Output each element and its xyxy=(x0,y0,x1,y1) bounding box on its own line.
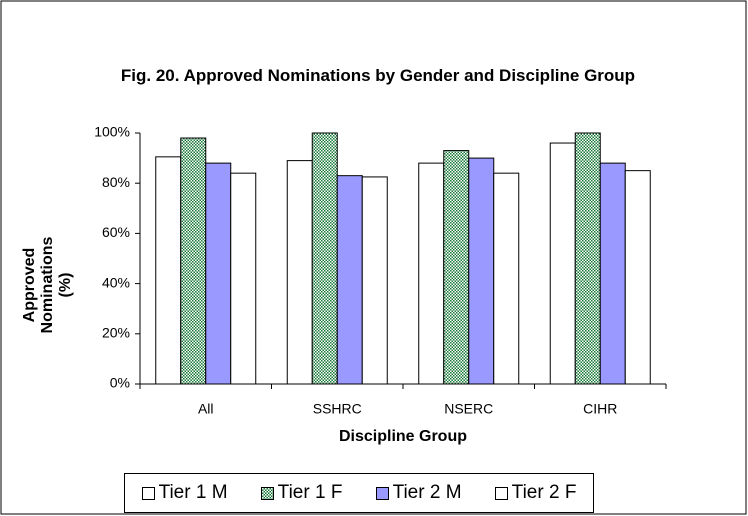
legend-swatch xyxy=(375,486,389,500)
legend-label: Tier 2 F xyxy=(511,482,577,503)
y-axis-label-text: Approved Nominations (%) xyxy=(21,236,74,334)
bar xyxy=(549,142,576,385)
bar xyxy=(468,157,495,385)
y-tick-label: 0% xyxy=(110,375,130,391)
x-tick-label: NSERC xyxy=(444,401,493,417)
x-axis-label: Discipline Group xyxy=(338,428,467,445)
bar xyxy=(155,156,182,385)
chart-title: Fig. 20. Approved Nominations by Gender … xyxy=(120,66,636,85)
bar xyxy=(418,162,445,385)
legend-item: Tier 1 F xyxy=(260,482,343,504)
legend-label: Tier 2 M xyxy=(392,482,462,503)
legend-swatch xyxy=(494,486,508,500)
bar xyxy=(624,170,651,385)
bar xyxy=(311,132,338,385)
legend-item: Tier 2 F xyxy=(494,482,577,504)
bar xyxy=(230,172,257,385)
y-tick-label: 40% xyxy=(102,274,130,290)
x-tick-label: All xyxy=(198,401,214,417)
legend-swatch xyxy=(141,486,155,500)
y-tick-label: 20% xyxy=(102,325,130,341)
bar xyxy=(574,132,601,385)
x-tick-label: SSHRC xyxy=(313,401,362,417)
y-axis-label: Approved Nominations (%) xyxy=(21,185,75,385)
bar xyxy=(599,162,626,385)
y-tick-label: 80% xyxy=(102,174,130,190)
bar xyxy=(493,172,520,385)
bar xyxy=(205,162,232,385)
legend-item: Tier 1 M xyxy=(141,482,228,504)
legend-swatch xyxy=(260,486,274,500)
bar xyxy=(443,150,470,385)
y-tick-label: 60% xyxy=(102,224,130,240)
legend-label: Tier 1 F xyxy=(277,482,343,503)
x-tick-label: CIHR xyxy=(583,401,617,417)
bar xyxy=(286,160,313,385)
legend-item: Tier 2 M xyxy=(375,482,462,504)
legend-label: Tier 1 M xyxy=(158,482,228,503)
bar xyxy=(336,175,363,385)
bar xyxy=(180,137,207,385)
bar xyxy=(361,176,388,385)
legend: Tier 1 M Tier 1 F Tier 2 M Tier 2 F xyxy=(124,473,594,513)
y-tick-label: 100% xyxy=(94,124,130,140)
